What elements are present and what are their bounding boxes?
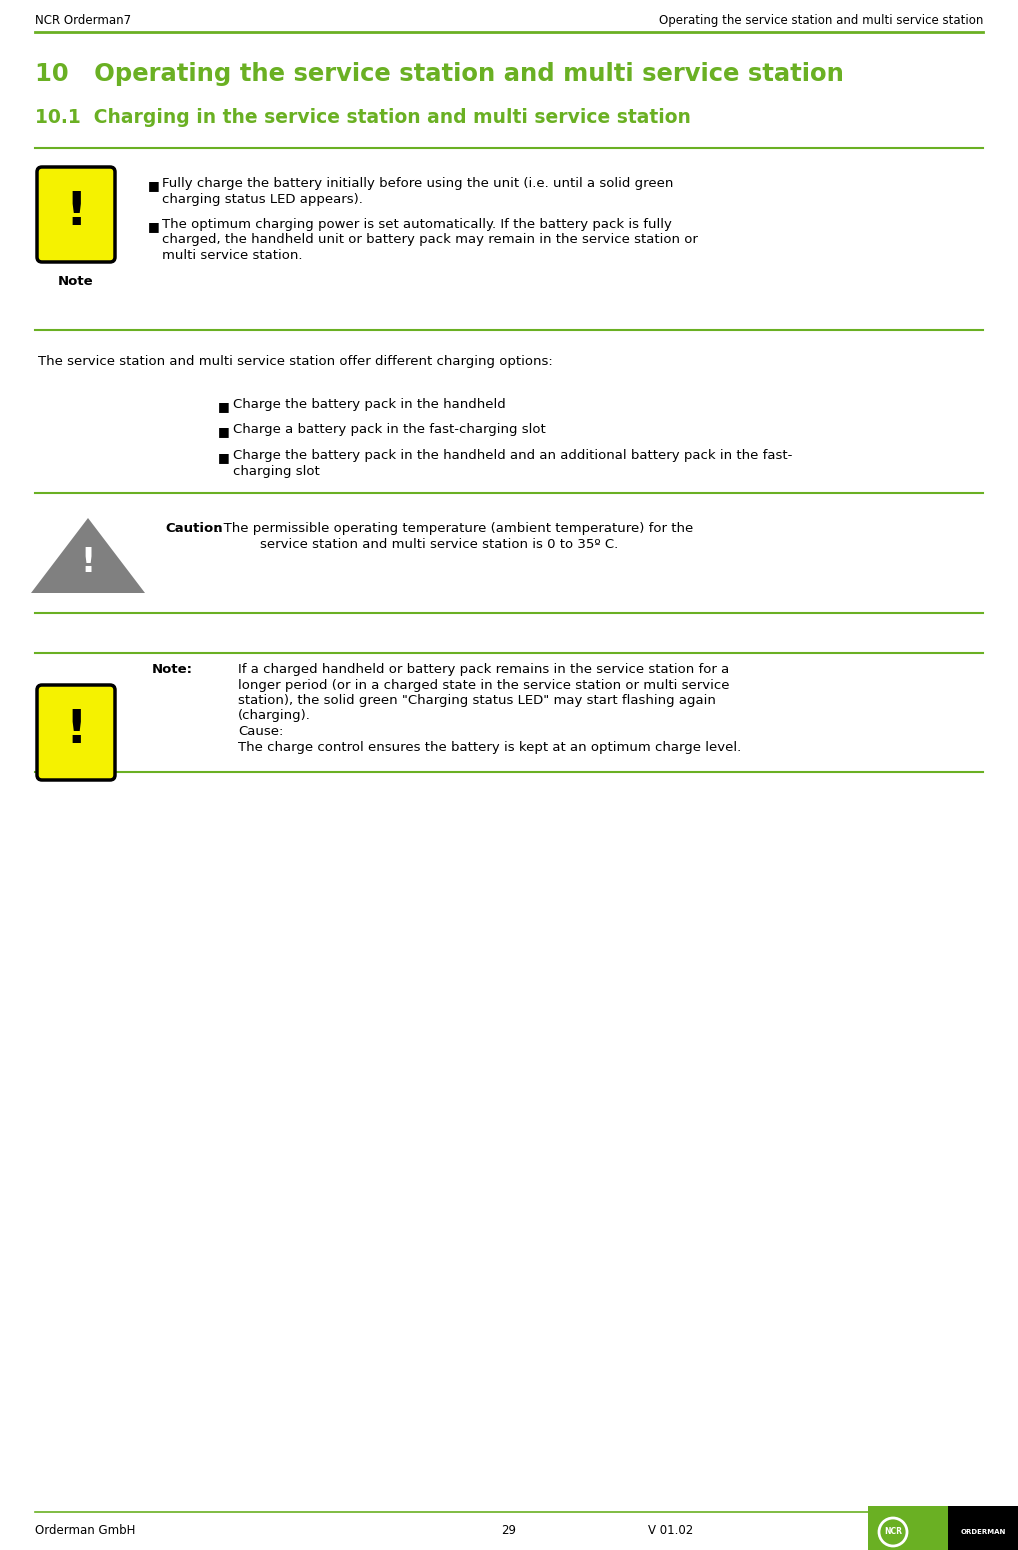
Text: !: !	[65, 708, 87, 753]
FancyBboxPatch shape	[37, 167, 115, 262]
Text: service station and multi service station is 0 to 35º C.: service station and multi service statio…	[260, 538, 618, 550]
FancyBboxPatch shape	[868, 1507, 948, 1550]
Text: charging status LED appears).: charging status LED appears).	[162, 192, 362, 206]
Text: ■: ■	[218, 451, 230, 463]
Text: : The permissible operating temperature (ambient temperature) for the: : The permissible operating temperature …	[215, 522, 693, 535]
Text: multi service station.: multi service station.	[162, 250, 302, 262]
Text: charged, the handheld unit or battery pack may remain in the service station or: charged, the handheld unit or battery pa…	[162, 234, 698, 246]
Text: Charge the battery pack in the handheld: Charge the battery pack in the handheld	[233, 398, 506, 411]
Polygon shape	[31, 518, 145, 594]
Text: Cause:: Cause:	[238, 725, 283, 738]
Text: The optimum charging power is set automatically. If the battery pack is fully: The optimum charging power is set automa…	[162, 219, 672, 231]
Text: !: !	[80, 547, 96, 580]
Text: Operating the service station and multi service station: Operating the service station and multi …	[659, 14, 983, 26]
Text: 29: 29	[502, 1524, 516, 1538]
Text: station), the solid green "Charging status LED" may start flashing again: station), the solid green "Charging stat…	[238, 694, 716, 707]
Text: 10.1  Charging in the service station and multi service station: 10.1 Charging in the service station and…	[35, 109, 691, 127]
Text: ■: ■	[218, 426, 230, 439]
Text: Fully charge the battery initially before using the unit (i.e. until a solid gre: Fully charge the battery initially befor…	[162, 177, 673, 191]
Text: ORDERMAN: ORDERMAN	[960, 1528, 1006, 1534]
Text: !: !	[65, 191, 87, 236]
Text: Charge a battery pack in the fast-charging slot: Charge a battery pack in the fast-chargi…	[233, 423, 546, 437]
Text: longer period (or in a charged state in the service station or multi service: longer period (or in a charged state in …	[238, 679, 730, 691]
Text: Orderman GmbH: Orderman GmbH	[35, 1524, 135, 1538]
Text: Note: Note	[58, 274, 94, 288]
Text: ■: ■	[148, 178, 160, 192]
Text: NCR: NCR	[884, 1527, 902, 1536]
Text: ■: ■	[148, 220, 160, 232]
Text: Note:: Note:	[152, 663, 193, 676]
FancyBboxPatch shape	[37, 685, 115, 780]
Text: NCR Orderman7: NCR Orderman7	[35, 14, 131, 26]
Text: The service station and multi service station offer different charging options:: The service station and multi service st…	[38, 355, 553, 367]
Text: V 01.02: V 01.02	[648, 1524, 693, 1538]
Text: The charge control ensures the battery is kept at an optimum charge level.: The charge control ensures the battery i…	[238, 741, 741, 753]
Text: If a charged handheld or battery pack remains in the service station for a: If a charged handheld or battery pack re…	[238, 663, 729, 676]
Text: ■: ■	[218, 400, 230, 412]
Text: Charge the battery pack in the handheld and an additional battery pack in the fa: Charge the battery pack in the handheld …	[233, 449, 792, 462]
FancyBboxPatch shape	[948, 1507, 1018, 1550]
Text: charging slot: charging slot	[233, 465, 320, 477]
Text: Caution: Caution	[165, 522, 223, 535]
Text: 10   Operating the service station and multi service station: 10 Operating the service station and mul…	[35, 62, 844, 85]
Text: (charging).: (charging).	[238, 710, 310, 722]
